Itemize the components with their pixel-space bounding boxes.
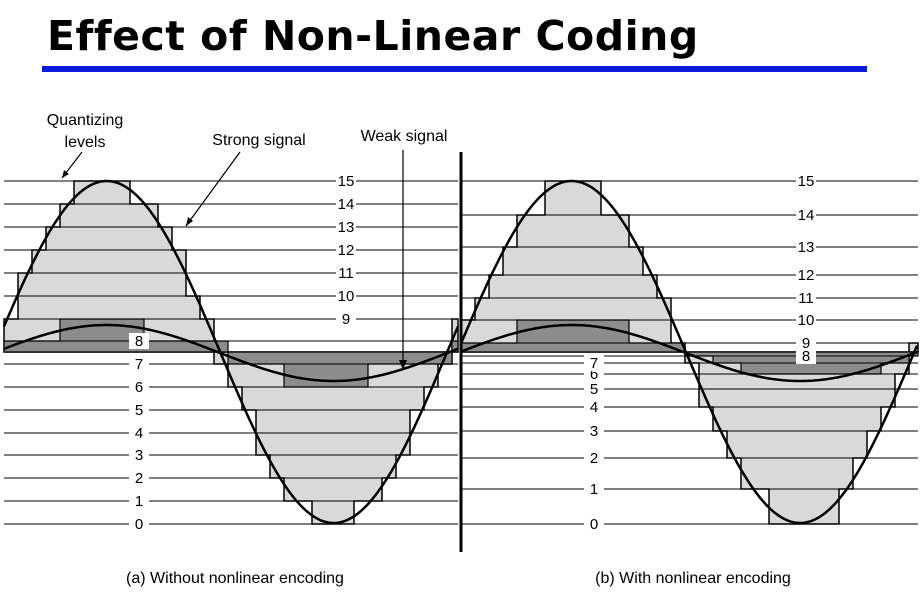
right-level-label-bg: [584, 516, 604, 532]
left-level-label-bg: [129, 493, 149, 509]
left-level-label-bg: [336, 311, 356, 327]
right-level-label: 4: [590, 399, 598, 416]
right-level-label-bg: [796, 207, 816, 223]
right-level-label-bg: [584, 399, 604, 415]
right-strong-signal-wave: [459, 179, 919, 525]
right-level-label-bg: [584, 355, 604, 371]
left-level-label: 8: [135, 333, 143, 350]
strong-signal-label: Strong signal: [212, 132, 305, 149]
weak-signal-arrowhead: [399, 360, 407, 370]
right-level-label-bg: [796, 335, 816, 351]
right-level-label-bg: [796, 267, 816, 283]
left-level-label: 13: [338, 219, 355, 236]
right-level-label: 14: [798, 207, 815, 224]
left-level-label: 6: [135, 379, 143, 396]
right-level-label: 13: [798, 239, 815, 256]
right-level-label: 6: [590, 366, 598, 383]
left-level-label-bg: [129, 516, 149, 532]
quantizing-levels-label: Quantizing: [47, 112, 124, 129]
right-level-label-bg: [584, 423, 604, 439]
right-level-label-bg: [796, 239, 816, 255]
right-level-label-bg: [584, 381, 604, 397]
caption-left: (a) Without nonlinear encoding: [126, 570, 344, 587]
left-level-label-bg: [129, 447, 149, 463]
right-level-label: 7: [590, 355, 598, 372]
left-level-label-bg: [129, 333, 149, 349]
caption-right: (b) With nonlinear encoding: [595, 570, 791, 587]
right-level-label: 10: [798, 312, 815, 329]
left-level-label-bg: [336, 288, 356, 304]
right-level-label-bg: [796, 290, 816, 306]
right-level-label: 0: [590, 516, 598, 533]
right-level-label-bg: [584, 481, 604, 497]
left-level-label-bg: [336, 219, 356, 235]
left-level-label: 12: [338, 242, 355, 259]
right-level-label-bg: [796, 348, 816, 364]
left-level-label: 9: [342, 311, 350, 328]
right-weak-signal-wave: [460, 323, 918, 383]
right-level-label: 15: [798, 173, 815, 190]
left-level-label: 10: [338, 288, 355, 305]
left-level-label: 11: [338, 265, 354, 282]
right-level-label-bg: [584, 450, 604, 466]
left-level-label-bg: [129, 356, 149, 372]
left-weak-signal-wave: [3, 323, 459, 383]
left-level-label-bg: [129, 425, 149, 441]
left-level-label-bg: [129, 470, 149, 486]
left-level-label: 2: [135, 470, 143, 487]
right-level-label: 3: [590, 423, 598, 440]
quantizing-levels-label-line2: levels: [65, 134, 106, 151]
right-weak-signal-steps: [460, 319, 919, 375]
strong-signal-arrowhead: [186, 217, 193, 226]
left-level-label-bg: [336, 196, 356, 212]
left-level-label-bg: [129, 379, 149, 395]
right-level-label: 5: [590, 381, 598, 398]
left-strong-signal-wave: [2, 179, 460, 525]
title-underline: [42, 66, 867, 72]
left-level-label: 14: [338, 196, 355, 213]
left-level-label: 3: [135, 447, 143, 464]
quantizing-levels-arrowhead: [62, 170, 69, 178]
weak-signal-label: Weak signal: [361, 128, 448, 145]
left-level-label: 1: [135, 493, 143, 510]
strong-signal-pointer: [185, 151, 241, 227]
left-level-label: 5: [135, 402, 143, 419]
right-level-label-bg: [796, 312, 816, 328]
right-level-label: 9: [802, 335, 810, 352]
left-level-label: 7: [135, 356, 143, 373]
left-level-label-bg: [336, 242, 356, 258]
left-level-label-bg: [129, 402, 149, 418]
right-level-label-bg: [796, 173, 816, 189]
right-level-label: 12: [798, 267, 815, 284]
left-level-label: 4: [135, 425, 143, 442]
left-level-label-bg: [336, 173, 356, 189]
left-level-label: 15: [338, 173, 355, 190]
right-level-label: 1: [590, 481, 598, 498]
left-level-label: 0: [135, 516, 143, 533]
left-level-label-bg: [336, 265, 356, 281]
right-level-label: 8: [802, 348, 810, 365]
right-level-label: 2: [590, 450, 598, 467]
right-level-label: 11: [798, 290, 814, 307]
page-title: Effect of Non-Linear Coding: [47, 12, 699, 60]
